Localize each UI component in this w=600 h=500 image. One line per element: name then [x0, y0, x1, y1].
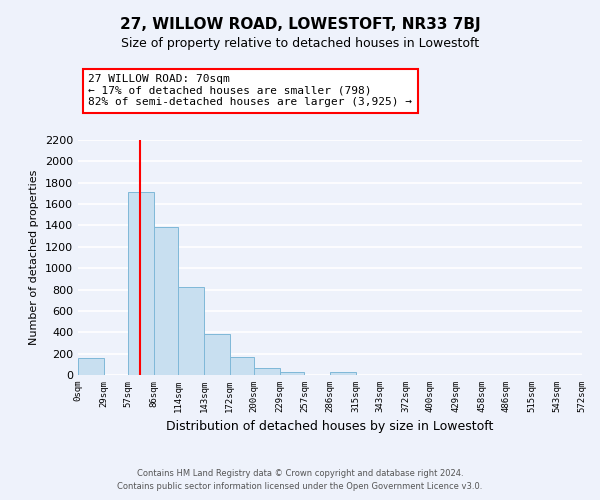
X-axis label: Distribution of detached houses by size in Lowestoft: Distribution of detached houses by size …: [166, 420, 494, 434]
Bar: [254, 368, 280, 375]
Text: 27, WILLOW ROAD, LOWESTOFT, NR33 7BJ: 27, WILLOW ROAD, LOWESTOFT, NR33 7BJ: [119, 18, 481, 32]
Text: Contains HM Land Registry data © Crown copyright and database right 2024.: Contains HM Land Registry data © Crown c…: [137, 468, 463, 477]
Bar: [330, 372, 356, 375]
Bar: [128, 192, 154, 375]
Bar: [230, 358, 254, 375]
Bar: [204, 334, 230, 375]
Text: Size of property relative to detached houses in Lowestoft: Size of property relative to detached ho…: [121, 38, 479, 51]
Bar: [280, 372, 304, 375]
Text: 27 WILLOW ROAD: 70sqm
← 17% of detached houses are smaller (798)
82% of semi-det: 27 WILLOW ROAD: 70sqm ← 17% of detached …: [88, 74, 412, 108]
Bar: [78, 358, 104, 375]
Bar: [178, 287, 204, 375]
Y-axis label: Number of detached properties: Number of detached properties: [29, 170, 40, 345]
Text: Contains public sector information licensed under the Open Government Licence v3: Contains public sector information licen…: [118, 482, 482, 491]
Bar: [154, 226, 178, 375]
